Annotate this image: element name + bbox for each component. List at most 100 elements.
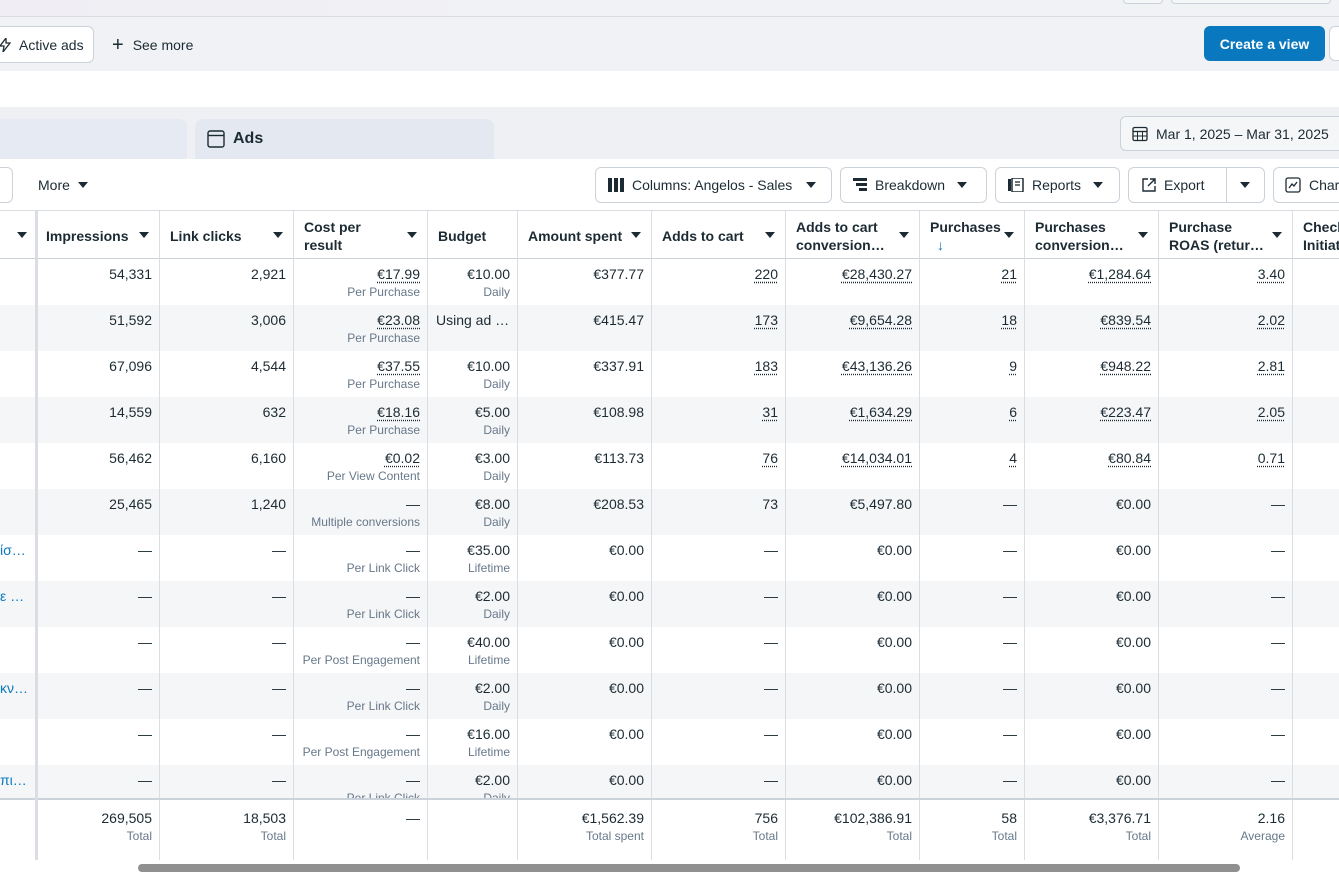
header-impressions[interactable]: Impressions — [36, 211, 159, 259]
active-ads-label: Active ads — [19, 37, 84, 53]
ad-name-link[interactable]: ίσ… — [0, 542, 26, 558]
export-options-caret-icon[interactable] — [1240, 182, 1250, 188]
column-divider — [1292, 800, 1293, 862]
cell-value[interactable]: 0.71 — [1258, 450, 1285, 466]
cell-value[interactable]: 18 — [1001, 312, 1017, 328]
table-row[interactable]: — — — Per Post Engagement €16.00 Lifetime €0.0… — [0, 719, 1339, 765]
cell-value: — — [764, 588, 778, 604]
cell-value[interactable]: 21 — [1001, 266, 1017, 282]
cell-value[interactable]: €37.55 — [377, 358, 420, 374]
cell-value[interactable]: €17.99 — [377, 266, 420, 282]
lightning-icon — [0, 38, 11, 52]
toolbar-button-partial[interactable] — [0, 167, 13, 203]
cell-value: — — [1003, 726, 1017, 742]
table-row[interactable]: — — — Per Post Engagement €40.00 Lifetime €0.0… — [0, 627, 1339, 673]
cell-value[interactable]: €18.16 — [377, 404, 420, 420]
cell-value[interactable]: €0.02 — [385, 450, 420, 466]
ad-name-link[interactable]: πι… — [0, 772, 27, 788]
reports-dropdown[interactable]: Reports — [995, 167, 1120, 203]
ad-name-link[interactable]: κν… — [0, 680, 28, 696]
table-row[interactable]: κν… — — — Per Link Click €2.00 Daily €0.00 — €0.0… — [0, 673, 1339, 719]
caret-down-icon — [273, 232, 283, 238]
cell-value[interactable]: 3.40 — [1258, 266, 1285, 282]
cell-value[interactable]: 31 — [762, 404, 778, 420]
cell-value: — — [1003, 496, 1017, 512]
header-checkouts-initiated[interactable]: Checkouts Initiated — [1293, 211, 1339, 259]
table-row[interactable]: 56,462 6,160 €0.02 Per View Content €3.00 Dai… — [0, 443, 1339, 489]
cell-value[interactable]: €43,136.26 — [842, 358, 912, 374]
cell-purchases: 6 — [920, 397, 1025, 443]
table-row[interactable]: 67,096 4,544 €37.55 Per Purchase €10.00 Daily… — [0, 351, 1339, 397]
see-more-button[interactable]: + See more — [112, 26, 193, 63]
table-toolbar: More Columns: Angelos - Sales Breakdown … — [0, 159, 1339, 211]
cell-value[interactable]: €223.47 — [1100, 404, 1151, 420]
cell-value[interactable]: €80.84 — [1108, 450, 1151, 466]
header-purchases[interactable]: Purchases — [920, 211, 1024, 259]
header-cost-per-result[interactable]: Cost per result — [294, 211, 427, 259]
cell-value[interactable]: €948.22 — [1100, 358, 1151, 374]
cell-value[interactable]: 2.05 — [1258, 404, 1285, 420]
table-row[interactable]: ε … — — — Per Link Click €2.00 Daily €0.00 — €0.0… — [0, 581, 1339, 627]
table-row[interactable]: 25,465 1,240 — Multiple conversions €8.00 Dai… — [0, 489, 1339, 535]
cell-value: — — [764, 772, 778, 788]
cell-spent: €113.73 — [518, 443, 652, 489]
cell-value[interactable]: 76 — [762, 450, 778, 466]
overflow-button-partial[interactable] — [1329, 26, 1339, 61]
cell-value[interactable]: 183 — [755, 358, 778, 374]
table-row[interactable]: ίσ… — — — Per Link Click €35.00 Lifetime €0.00 —… — [0, 535, 1339, 581]
cell-value[interactable]: €14,034.01 — [842, 450, 912, 466]
column-divider — [1024, 800, 1025, 862]
column-menu-caret-icon[interactable] — [17, 232, 27, 238]
cell-value: €0.00 — [1116, 634, 1151, 650]
cell-value[interactable]: 220 — [755, 266, 778, 282]
cell-roas: — — [1159, 627, 1293, 673]
cell-value[interactable]: €28,430.27 — [842, 266, 912, 282]
header-link-clicks[interactable]: Link clicks — [160, 211, 293, 259]
total-adds-to-cart-value: €102,386.91 Total — [786, 800, 920, 862]
header-adds-to-cart[interactable]: Adds to cart — [652, 211, 785, 259]
create-view-button[interactable]: Create a view — [1204, 26, 1325, 61]
breakdown-dropdown[interactable]: Breakdown — [840, 167, 987, 203]
cell-value[interactable]: 9 — [1009, 358, 1017, 374]
cell-impressions: — — [36, 765, 160, 798]
header-adds-to-cart-value[interactable]: Adds to cart conversion… — [786, 211, 919, 259]
tab-ads[interactable]: Ads — [195, 119, 494, 159]
header-budget[interactable]: Budget — [428, 211, 517, 259]
cell-value[interactable]: 6 — [1009, 404, 1017, 420]
cell-value[interactable]: €1,284.64 — [1089, 266, 1151, 282]
top-button-partial[interactable] — [1123, 0, 1163, 4]
more-dropdown[interactable]: More — [38, 167, 88, 203]
date-range-picker[interactable]: Mar 1, 2025 – Mar 31, 2025 — [1120, 116, 1339, 151]
cell-purchases: — — [920, 673, 1025, 719]
active-ads-chip[interactable]: Active ads — [0, 26, 94, 63]
caret-down-icon — [407, 232, 417, 238]
table-row[interactable]: 54,331 2,921 €17.99 Per Purchase €10.00 Daily… — [0, 259, 1339, 305]
ad-name-link[interactable]: ε … — [0, 588, 24, 604]
table-row[interactable]: 51,592 3,006 €23.08 Per Purchase Using ad … €… — [0, 305, 1339, 351]
total-caption: Total — [44, 827, 152, 846]
cell-value[interactable]: 4 — [1009, 450, 1017, 466]
cell-value: — — [764, 726, 778, 742]
cell-value[interactable]: €1,634.29 — [850, 404, 912, 420]
cell-caption: Per Purchase — [302, 283, 420, 301]
table-row[interactable]: 14,559 632 €18.16 Per Purchase €5.00 Daily €10… — [0, 397, 1339, 443]
top-search-partial[interactable] — [1171, 0, 1331, 4]
cell-value[interactable]: €9,654.28 — [850, 312, 912, 328]
table-row[interactable]: πι… — — — Per Link Click €2.00 Daily €0.00 — €0.0… — [0, 765, 1339, 798]
export-button[interactable]: Export — [1128, 167, 1265, 203]
cell-value[interactable]: 173 — [755, 312, 778, 328]
cell-value[interactable]: 2.81 — [1258, 358, 1285, 374]
header-amount-spent[interactable]: Amount spent — [518, 211, 651, 259]
cell-value[interactable]: 2.02 — [1258, 312, 1285, 328]
cell-value: 2,921 — [251, 266, 286, 282]
columns-dropdown[interactable]: Columns: Angelos - Sales — [595, 167, 832, 203]
frozen-column-divider — [35, 211, 38, 860]
horizontal-scrollbar-thumb[interactable] — [138, 864, 1240, 872]
cell-value[interactable]: €23.08 — [377, 312, 420, 328]
header-purchase-roas[interactable]: Purchase ROAS (retur… — [1159, 211, 1292, 259]
cell-value[interactable]: €839.54 — [1100, 312, 1151, 328]
charts-button[interactable]: Charts — [1273, 167, 1339, 203]
cell-atc-value: €14,034.01 — [786, 443, 920, 489]
tab-adsets-partial[interactable] — [0, 119, 187, 159]
header-purchases-value[interactable]: Purchases conversion… — [1025, 211, 1158, 259]
